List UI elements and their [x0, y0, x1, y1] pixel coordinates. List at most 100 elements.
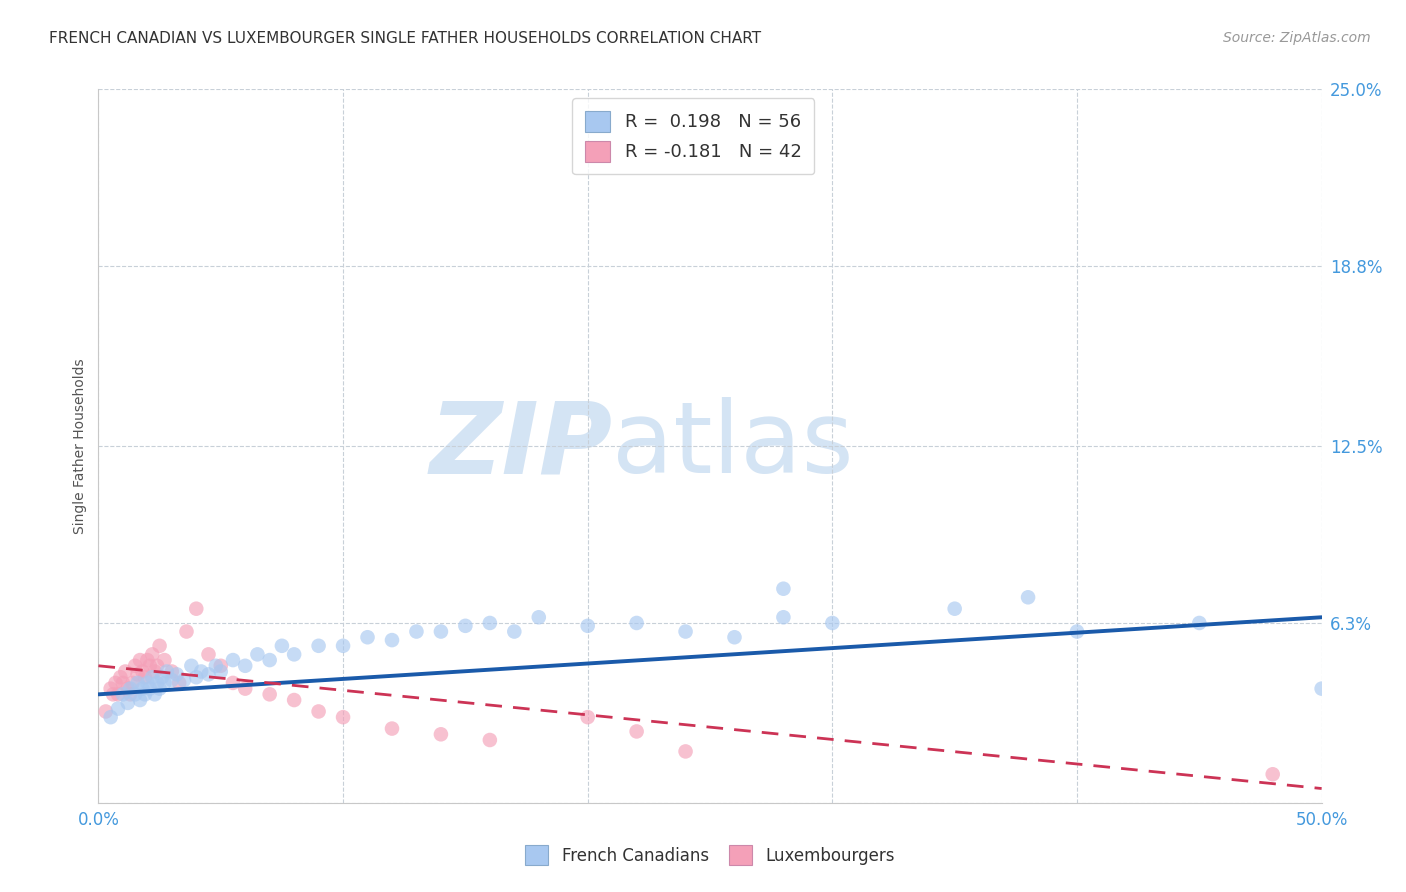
Y-axis label: Single Father Households: Single Father Households [73, 359, 87, 533]
Point [146, 658, 169, 673]
Point [356, 630, 378, 644]
Point [246, 648, 269, 662]
Point [149, 639, 172, 653]
Point [283, 693, 305, 707]
Point [150, 670, 173, 684]
Text: ZIP: ZIP [429, 398, 612, 494]
Point [190, 665, 212, 679]
Point [283, 648, 305, 662]
Point [149, 681, 172, 696]
Point [136, 653, 159, 667]
Point [127, 676, 149, 690]
Point [141, 648, 163, 662]
Point [153, 676, 176, 690]
Point [136, 676, 159, 690]
Point [117, 681, 139, 696]
Point [1017, 591, 1039, 605]
Point [101, 687, 124, 701]
Point [308, 639, 330, 653]
Point [1188, 615, 1211, 630]
Point [772, 610, 794, 624]
Point [166, 667, 188, 681]
Point [143, 687, 166, 701]
Point [222, 676, 245, 690]
Point [626, 724, 648, 739]
Point [332, 639, 354, 653]
Point [405, 624, 427, 639]
Point [259, 687, 281, 701]
Legend: French Canadians, Luxembourgers: French Canadians, Luxembourgers [517, 837, 903, 873]
Point [209, 665, 232, 679]
Point [139, 658, 162, 673]
Point [943, 601, 966, 615]
Point [332, 710, 354, 724]
Point [222, 653, 245, 667]
Text: FRENCH CANADIAN VS LUXEMBOURGER SINGLE FATHER HOUSEHOLDS CORRELATION CHART: FRENCH CANADIAN VS LUXEMBOURGER SINGLE F… [49, 31, 761, 46]
Point [821, 615, 844, 630]
Point [772, 582, 794, 596]
Point [173, 673, 195, 687]
Point [153, 653, 176, 667]
Point [576, 710, 599, 724]
Point [117, 696, 139, 710]
Point [675, 624, 697, 639]
Point [156, 665, 179, 679]
Point [233, 681, 256, 696]
Point [723, 630, 745, 644]
Point [259, 653, 281, 667]
Point [233, 658, 256, 673]
Point [129, 653, 152, 667]
Point [127, 667, 149, 681]
Point [167, 676, 190, 690]
Point [141, 670, 163, 684]
Point [120, 687, 142, 701]
Point [131, 681, 153, 696]
Point [1261, 767, 1284, 781]
Point [197, 667, 219, 681]
Point [124, 658, 146, 673]
Point [134, 670, 156, 684]
Point [111, 676, 134, 690]
Point [107, 701, 129, 715]
Point [205, 658, 228, 673]
Point [111, 687, 134, 701]
Point [270, 639, 294, 653]
Point [626, 615, 648, 630]
Point [478, 733, 501, 747]
Point [1066, 624, 1088, 639]
Point [454, 619, 477, 633]
Point [675, 744, 697, 758]
Point [134, 687, 156, 701]
Point [430, 727, 453, 741]
Point [107, 687, 129, 701]
Point [110, 670, 132, 684]
Point [197, 648, 219, 662]
Point [1310, 681, 1333, 696]
Point [430, 624, 453, 639]
Point [576, 619, 599, 633]
Point [124, 687, 146, 701]
Point [143, 665, 166, 679]
Point [120, 681, 142, 696]
Point [527, 610, 550, 624]
Point [209, 658, 232, 673]
Point [503, 624, 526, 639]
Point [180, 658, 202, 673]
Point [131, 665, 153, 679]
Point [121, 676, 143, 690]
Point [104, 676, 127, 690]
Text: Source: ZipAtlas.com: Source: ZipAtlas.com [1223, 31, 1371, 45]
Point [381, 633, 404, 648]
Point [381, 722, 404, 736]
Point [160, 665, 183, 679]
Point [114, 665, 136, 679]
Point [100, 710, 122, 724]
Text: atlas: atlas [612, 398, 853, 494]
Point [186, 601, 208, 615]
Point [478, 615, 501, 630]
Point [139, 681, 162, 696]
Point [129, 693, 152, 707]
Point [146, 676, 169, 690]
Point [186, 670, 208, 684]
Point [308, 705, 330, 719]
